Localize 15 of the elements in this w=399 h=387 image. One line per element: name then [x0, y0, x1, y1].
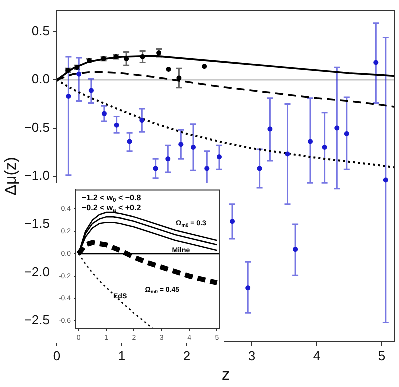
- y-tick-label: −2.0: [24, 264, 50, 280]
- x-tick-label: 4: [313, 348, 321, 364]
- y-tick-label: −0.5: [24, 120, 50, 135]
- y-tick-label: 0.5: [32, 24, 50, 39]
- y-axis-title: Δμ(z): [3, 157, 20, 196]
- y-tick-label: 0.0: [32, 72, 50, 87]
- y-tick-label: −2.5: [24, 312, 50, 328]
- x-tick-label: 3: [248, 348, 256, 364]
- y-tick-label: −1.5: [24, 216, 50, 232]
- x-tick-label: 0: [53, 348, 61, 364]
- x-tick-label: 1: [118, 348, 126, 364]
- x-tick-label: 2: [183, 348, 191, 364]
- x-axis-title: z: [222, 366, 230, 384]
- y-tick-label: −1.0: [24, 168, 50, 183]
- x-tick-label: 5: [378, 348, 386, 364]
